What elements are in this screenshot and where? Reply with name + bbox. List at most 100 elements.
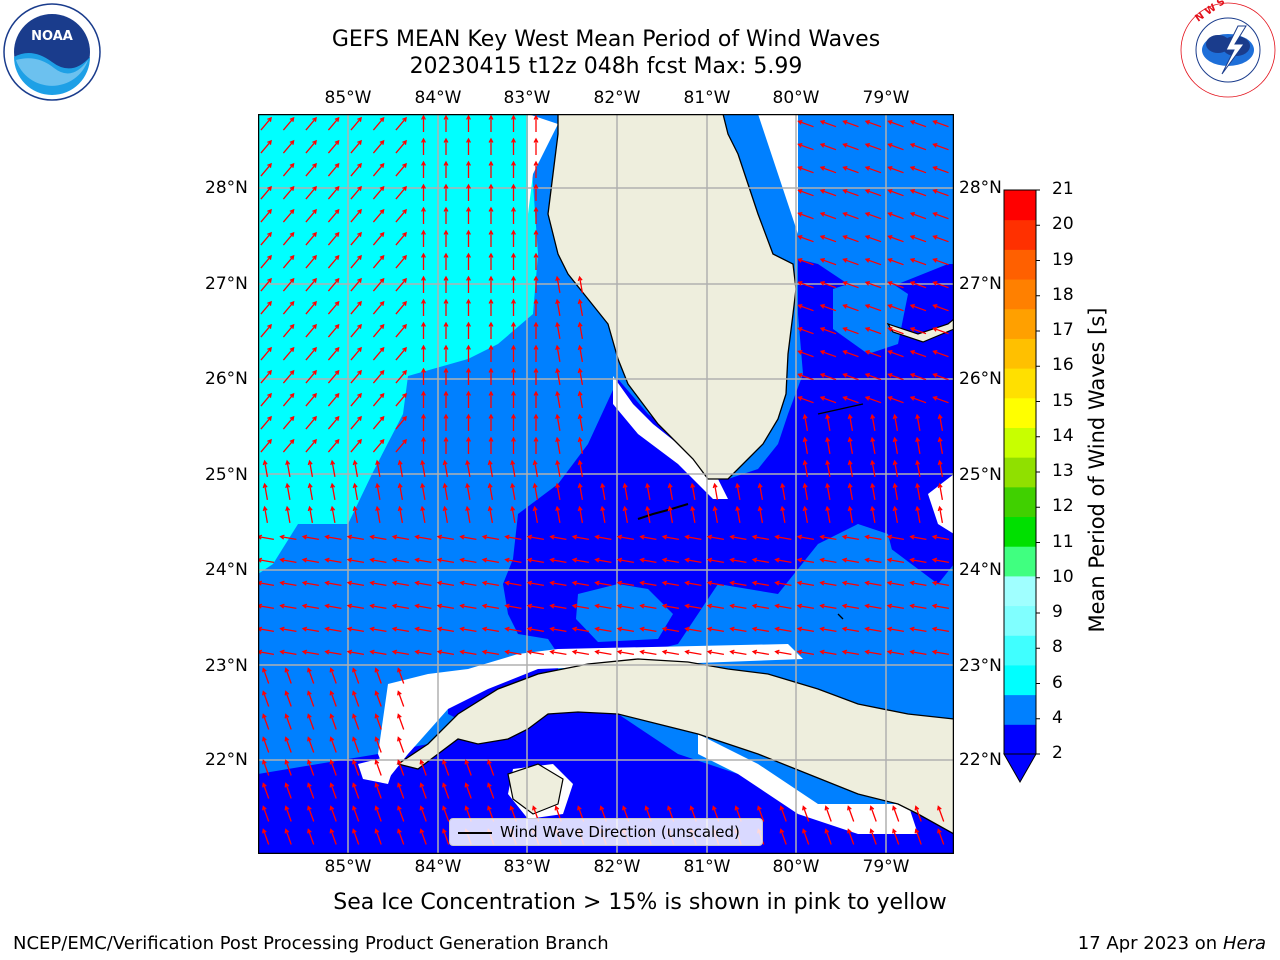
wave-arrow: [864, 212, 882, 220]
colorbar-tick-label: 10: [1052, 566, 1074, 587]
wave-arrow: [511, 344, 516, 362]
wave-arrow: [459, 580, 477, 587]
wave-arrow: [504, 603, 522, 610]
lat-label: 23°N: [205, 656, 248, 676]
wave-arrow: [395, 346, 407, 361]
wave-arrow: [533, 206, 539, 224]
lat-label: 28°N: [205, 178, 248, 198]
wave-arrow: [352, 759, 360, 776]
wave-arrow: [729, 649, 747, 656]
wave-arrow: [909, 626, 927, 633]
wave-arrow: [419, 828, 427, 845]
wave-arrow: [442, 805, 450, 822]
lat-label: 25°N: [205, 465, 248, 485]
wave-arrow: [526, 557, 545, 564]
wave-arrow: [372, 208, 385, 223]
wave-arrow: [391, 557, 410, 564]
colorbar-band: [1004, 664, 1036, 696]
wave-arrow: [870, 482, 876, 501]
colorbar: [1003, 189, 1040, 784]
wave-arrow: [802, 482, 809, 501]
wave-arrow: [282, 116, 295, 131]
wave-arrow: [774, 626, 792, 633]
wave-arrow: [864, 580, 882, 587]
wave-arrow: [842, 258, 859, 266]
wave-arrow: [374, 805, 382, 822]
wave-arrow: [511, 252, 516, 270]
wave-arrow: [395, 323, 407, 338]
wave-arrow: [594, 649, 612, 656]
wave-arrow: [796, 534, 815, 541]
wave-arrow: [819, 626, 837, 633]
wave-arrow: [372, 346, 385, 361]
wave-arrow: [667, 505, 674, 524]
wave-arrow: [260, 346, 272, 361]
wave-arrow: [594, 557, 612, 564]
wave-arrow: [533, 321, 539, 339]
wave-arrow: [442, 505, 449, 524]
wave-arrow: [797, 189, 814, 197]
wave-arrow: [421, 321, 426, 339]
wave-arrow: [350, 369, 362, 384]
wave-arrow: [330, 505, 336, 524]
colorbar-band: [1004, 457, 1036, 488]
wave-arrow: [443, 367, 449, 385]
wave-arrow: [350, 392, 362, 407]
wave-arrow: [352, 782, 360, 799]
lat-label: 26°N: [205, 369, 248, 389]
wave-arrow: [466, 390, 471, 408]
wave-arrow: [706, 626, 725, 633]
wind-wave-arrows: [258, 114, 950, 845]
wave-arrow: [797, 235, 814, 243]
wave-arrow: [346, 557, 365, 564]
wave-arrow: [262, 505, 269, 524]
wave-arrow: [577, 275, 584, 294]
wave-arrow: [932, 258, 949, 266]
wave-arrow: [327, 300, 340, 315]
wave-arrow: [577, 436, 584, 455]
wave-arrow: [369, 557, 387, 564]
wave-arrow: [796, 580, 815, 587]
wave-arrow: [372, 415, 385, 430]
wave-arrow: [260, 369, 272, 384]
wave-arrow: [932, 281, 949, 289]
florida-land: [547, 114, 797, 480]
wave-arrow: [864, 120, 882, 128]
wave-arrow: [887, 212, 904, 220]
wave-arrow: [285, 482, 291, 501]
wave-arrow: [842, 189, 859, 197]
wave-arrow: [305, 116, 317, 131]
colorbar-extend-arrow: [1003, 753, 1037, 784]
wave-arrow: [847, 459, 854, 478]
wave-arrow: [892, 805, 900, 822]
wave-arrow: [510, 505, 516, 524]
wave-arrow: [279, 649, 297, 656]
footer-host: Hera: [1222, 933, 1266, 954]
colorbar-tick-label: 11: [1052, 531, 1074, 552]
wave-arrow: [374, 759, 382, 776]
wave-arrow: [819, 120, 837, 128]
wave-arrow: [421, 344, 426, 362]
wave-arrow: [577, 367, 584, 386]
wave-arrow: [549, 603, 567, 610]
wave-arrow: [886, 580, 905, 587]
wave-arrow: [511, 275, 516, 293]
wave-arrow: [915, 482, 921, 501]
colorbar-tick-label: 19: [1052, 249, 1074, 270]
wave-arrow: [819, 649, 837, 656]
wave-arrow: [419, 805, 427, 822]
wave-arrow: [352, 805, 360, 822]
wave-arrow: [481, 534, 500, 541]
wave-arrow: [887, 373, 904, 381]
wave-arrow: [819, 166, 837, 174]
wave-arrow: [533, 275, 539, 293]
wave-arrow: [504, 649, 522, 656]
wave-arrow: [886, 626, 905, 633]
wave-arrow: [504, 580, 522, 587]
wave-arrow: [443, 183, 449, 201]
wave-arrow: [372, 254, 385, 269]
legend-label: Wind Wave Direction (unscaled): [500, 823, 740, 841]
wave-arrow: [842, 166, 859, 174]
wave-arrow: [260, 139, 272, 154]
wave-arrow: [350, 139, 362, 154]
